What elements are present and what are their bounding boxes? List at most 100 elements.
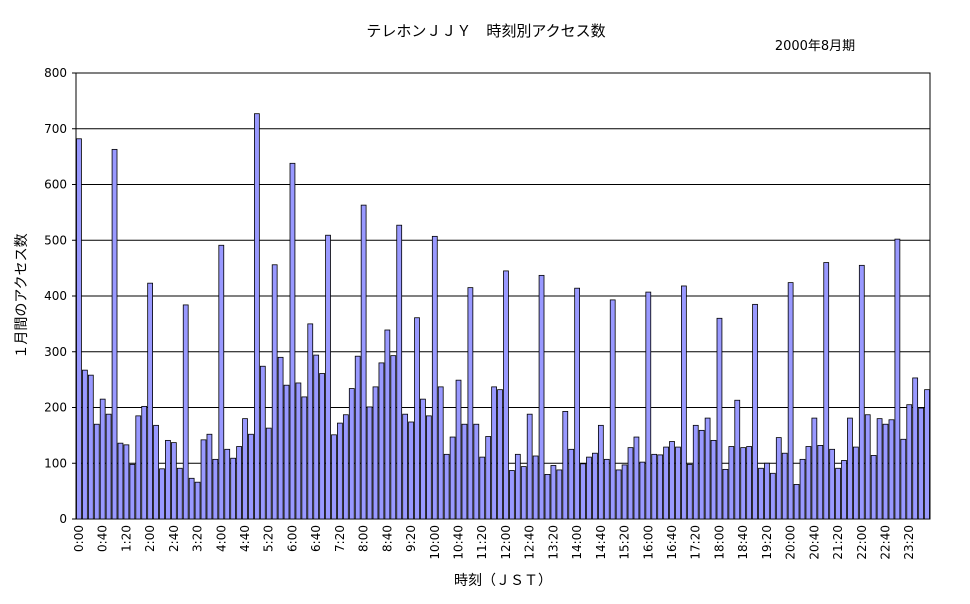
x-tick-label: 12:40 — [523, 525, 537, 560]
bar — [722, 468, 729, 520]
x-tick-label: 18:40 — [736, 525, 750, 560]
bar — [592, 452, 598, 520]
bar — [876, 418, 883, 520]
x-ticks: 0:00 0:40 1:20 2:00 2:40 3:20 4:00 4:40 5:20 6:00… — [72, 525, 916, 560]
bar — [271, 264, 278, 520]
y-tick-label: 300 — [44, 345, 67, 359]
bar — [170, 442, 177, 520]
x-tick-label: 3:20 — [191, 525, 205, 552]
y-tick-label: 400 — [44, 289, 67, 303]
bar — [746, 446, 752, 520]
x-tick-label: 15:20 — [618, 525, 632, 560]
bars — [76, 113, 930, 520]
bar — [764, 462, 770, 520]
bar — [805, 446, 812, 520]
bar — [497, 389, 503, 520]
x-tick-label: 17:20 — [689, 525, 703, 560]
x-tick-label: 23:20 — [902, 525, 916, 560]
bar — [117, 442, 124, 520]
x-tick-label: 21:20 — [831, 525, 845, 560]
bar — [342, 414, 349, 520]
bar — [396, 224, 403, 520]
bar — [858, 264, 865, 520]
bar — [615, 469, 622, 520]
bar — [888, 419, 895, 520]
bar — [313, 354, 320, 520]
bar — [758, 467, 764, 520]
bar — [390, 355, 397, 520]
x-tick-label: 20:40 — [807, 525, 821, 560]
bar — [532, 455, 539, 520]
bar — [147, 282, 153, 520]
x-tick-label: 4:40 — [238, 525, 252, 552]
y-tick-label: 100 — [44, 456, 67, 470]
bar — [769, 472, 776, 520]
x-tick-label: 2:00 — [143, 525, 157, 552]
bar — [141, 405, 148, 520]
bar — [787, 282, 794, 520]
x-tick-label: 0:00 — [72, 525, 86, 552]
bar — [728, 446, 735, 520]
bar — [259, 365, 266, 520]
x-tick-label: 1:20 — [119, 525, 133, 552]
bar — [378, 362, 385, 520]
bar — [479, 456, 486, 520]
bar — [597, 424, 604, 520]
grid-lines — [76, 128, 930, 464]
x-tick-label: 19:20 — [760, 525, 774, 560]
bar — [384, 329, 391, 520]
bar — [414, 317, 420, 520]
bar — [449, 436, 456, 520]
bar — [894, 238, 901, 520]
bar — [319, 373, 325, 520]
bar — [627, 447, 634, 520]
y-tick-label: 800 — [44, 66, 67, 80]
bar — [420, 398, 426, 520]
bar — [633, 436, 640, 520]
bar — [870, 455, 877, 520]
bar — [550, 465, 557, 520]
x-tick-label: 9:20 — [404, 525, 418, 552]
bar — [485, 436, 492, 520]
bar — [182, 304, 189, 520]
bar — [556, 469, 563, 520]
bar — [912, 377, 919, 520]
bar — [331, 434, 337, 520]
bar — [864, 414, 871, 520]
bar — [295, 382, 302, 520]
bar — [129, 463, 136, 520]
chart-subtitle: 2000年8月期 — [775, 39, 855, 54]
bar — [188, 477, 195, 520]
bar — [301, 396, 308, 520]
bar — [609, 299, 616, 520]
bar — [657, 454, 664, 520]
bar — [76, 138, 82, 520]
bar — [218, 244, 225, 520]
bar — [568, 448, 575, 520]
bar — [906, 404, 913, 520]
bar — [248, 433, 254, 520]
bar — [509, 470, 515, 520]
bar — [924, 389, 930, 520]
bar — [212, 458, 219, 520]
bar — [775, 437, 782, 520]
bar — [580, 463, 586, 520]
bar — [402, 413, 409, 520]
bar — [841, 460, 847, 520]
bar — [503, 270, 509, 520]
bar — [277, 356, 284, 520]
x-tick-label: 12:00 — [499, 525, 513, 560]
bar — [603, 458, 610, 520]
x-tick-label: 14:00 — [570, 525, 584, 560]
bar — [176, 467, 183, 520]
x-tick-label: 13:20 — [546, 525, 560, 560]
bar — [740, 447, 747, 520]
bar — [651, 453, 658, 520]
y-tick-label: 600 — [44, 178, 67, 192]
bar — [538, 274, 545, 520]
x-tick-label: 20:00 — [784, 525, 798, 560]
bar — [443, 453, 450, 520]
bar — [105, 413, 112, 520]
x-tick-label: 5:20 — [262, 525, 276, 552]
